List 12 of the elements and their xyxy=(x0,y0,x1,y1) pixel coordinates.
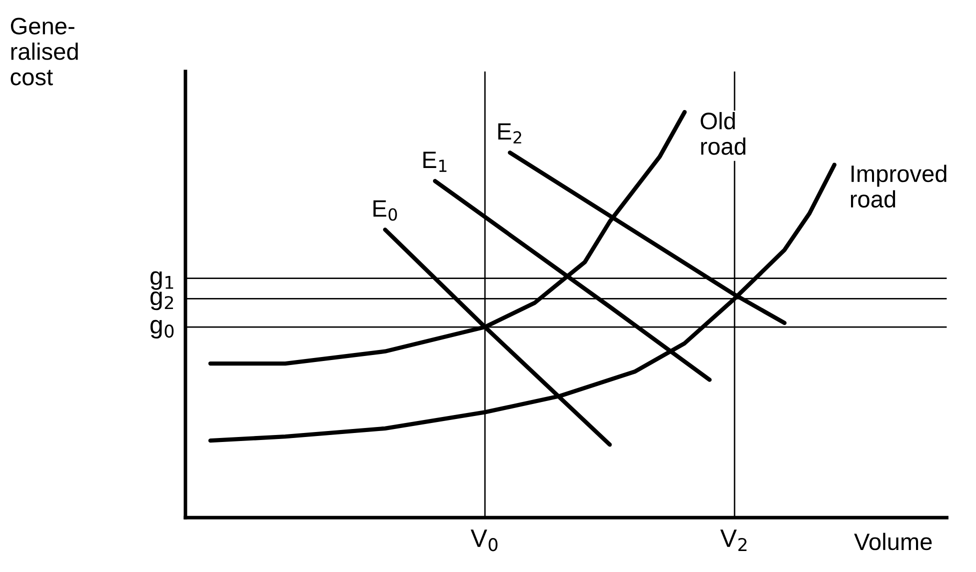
series-label: Old road xyxy=(700,112,746,155)
series-label: E$_{1}$ xyxy=(423,152,446,172)
ref-line-label: g$_{2}$ xyxy=(150,292,173,310)
x-tick-label: V$_{2}$ xyxy=(720,530,746,551)
x-axis-title: Volume xyxy=(854,532,932,550)
series-label: Improved road xyxy=(850,164,946,208)
series-label: E$_{0}$ xyxy=(373,200,397,221)
series-label: E$_{2}$ xyxy=(498,123,522,144)
y-axis-title: Gene- ralised cost xyxy=(10,18,78,86)
ref-line-label: g$_{1}$ xyxy=(150,271,174,290)
x-tick-label: V$_{0}$ xyxy=(470,530,498,552)
ref-line-label: g$_{0}$ xyxy=(150,320,174,339)
